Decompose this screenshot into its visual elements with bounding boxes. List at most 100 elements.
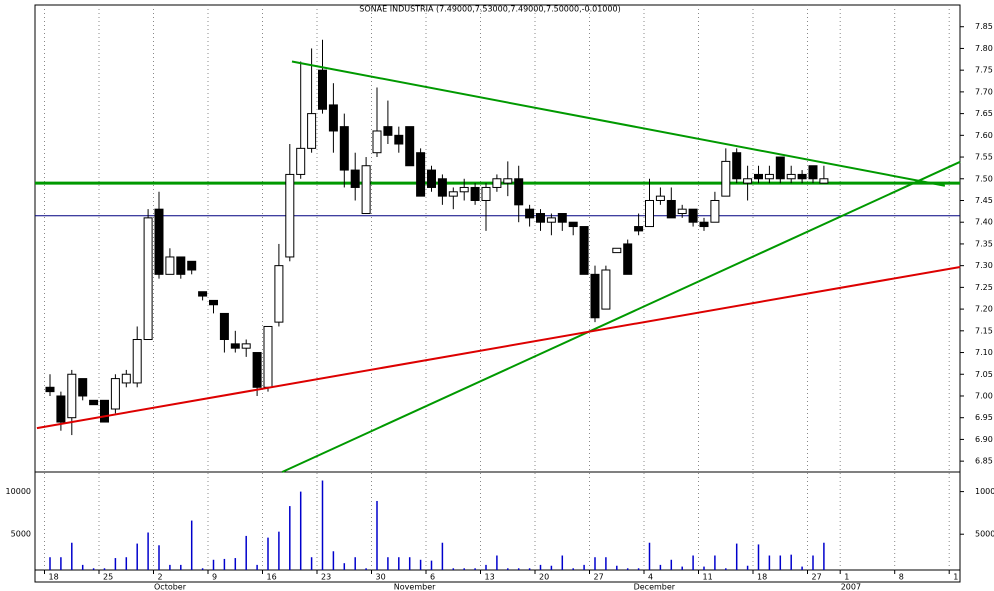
candle-body — [350, 169, 360, 188]
x-tick-label: 9 — [212, 573, 217, 582]
plot-frame — [34, 4, 961, 583]
x-tick-label: 8 — [899, 573, 904, 582]
candle-body — [645, 199, 654, 228]
chart-title: SONAE INDUSTRIA (7.49000,7.53000,7.49000… — [359, 5, 620, 14]
y-tick-label: 6.85 — [975, 457, 993, 466]
candle-body — [536, 213, 545, 223]
candle-body — [285, 173, 295, 258]
trend-line — [291, 60, 946, 187]
y-tick-label: 7.30 — [975, 261, 993, 270]
y-tick-label: 10000 — [975, 487, 994, 496]
candle-body — [230, 343, 240, 349]
candle-body — [590, 273, 600, 319]
candle-body — [732, 152, 742, 180]
candle-body — [546, 217, 556, 223]
candle-body — [372, 130, 382, 154]
y-tick-label: 7.40 — [975, 218, 993, 227]
candle-body — [459, 186, 469, 193]
candle-body — [819, 178, 829, 184]
candle-body — [492, 178, 502, 188]
x-tick-label: 20 — [539, 573, 549, 582]
y-tick-label: 7.20 — [975, 305, 993, 314]
y-tick-label: 7.45 — [975, 196, 993, 205]
candle-body — [78, 378, 88, 397]
x-tick-label: 1 — [844, 573, 849, 582]
candle-body — [808, 165, 818, 180]
x-tick-label: 23 — [321, 573, 331, 582]
candle-body — [437, 178, 447, 197]
candle-body — [176, 256, 186, 275]
x-tick-label: 2 — [158, 573, 163, 582]
candle-body — [623, 243, 633, 275]
candle-body — [219, 312, 229, 341]
candle-body — [252, 352, 262, 388]
candle-body — [154, 208, 164, 275]
period-label: December — [634, 583, 676, 591]
candle-body — [383, 126, 393, 136]
candle-body — [699, 221, 709, 228]
candle-body — [666, 199, 676, 219]
candle-body — [143, 217, 153, 341]
y-tick-label: 7.70 — [975, 87, 993, 96]
candle-body — [187, 260, 197, 271]
candle-body — [514, 178, 524, 206]
candle-body — [448, 191, 458, 197]
candle-body — [318, 69, 327, 110]
y-tick-label: 6.90 — [975, 435, 993, 444]
candle-body — [557, 213, 567, 223]
candle-body — [241, 343, 251, 349]
candle-body — [307, 113, 317, 149]
y-tick-label: 7.75 — [975, 66, 993, 75]
y-tick-label: 5000 — [975, 530, 994, 539]
candle-body — [89, 399, 99, 406]
y-tick-label: 7.00 — [975, 391, 993, 400]
x-tick-label: 25 — [103, 573, 113, 582]
candle-body — [132, 339, 142, 384]
candle-body — [579, 226, 589, 275]
candle-body — [121, 373, 131, 384]
candle-body — [786, 173, 796, 180]
trend-line — [36, 265, 961, 430]
candle-body — [481, 186, 491, 201]
candle-body — [743, 178, 753, 184]
y-tick-label: 6.95 — [975, 413, 993, 422]
x-tick-label: 27 — [812, 573, 822, 582]
y-tick-label: 7.35 — [975, 239, 993, 248]
x-tick-label: 13 — [485, 573, 495, 582]
candle-body — [110, 378, 120, 410]
x-tick-label: 30 — [376, 573, 386, 582]
candle-body — [634, 226, 644, 232]
x-tick-label: 11 — [703, 573, 713, 582]
candle-body — [100, 399, 109, 423]
candle-body — [612, 247, 622, 254]
candle-body — [328, 104, 338, 132]
period-label: 2007 — [841, 583, 861, 591]
candle-body — [721, 160, 731, 197]
period-label: October — [154, 583, 187, 591]
y-tick-label: 7.10 — [975, 348, 993, 357]
candle-body — [416, 152, 426, 197]
candle-body — [688, 208, 698, 223]
candle-body — [503, 178, 513, 184]
candle-body — [165, 256, 175, 275]
y-tick-label: 7.50 — [975, 174, 993, 183]
candle-body — [339, 126, 349, 171]
x-tick-label: 18 — [49, 573, 59, 582]
candle-body — [601, 269, 611, 310]
x-tick-label: 6 — [430, 573, 435, 582]
candle-body — [775, 156, 785, 180]
period-label: November — [394, 583, 436, 591]
candle-body — [56, 395, 66, 423]
candle-body — [525, 208, 535, 219]
y-tick-label: 7.85 — [975, 22, 993, 31]
candle-body — [198, 291, 208, 297]
x-tick-label: 1 — [953, 573, 958, 582]
candle-body — [470, 186, 480, 201]
x-tick-label: 27 — [594, 573, 604, 582]
x-tick-label: 16 — [267, 573, 277, 582]
y-tick-label: 7.05 — [975, 370, 993, 379]
candle-body — [263, 325, 273, 388]
candle-body — [67, 373, 77, 419]
